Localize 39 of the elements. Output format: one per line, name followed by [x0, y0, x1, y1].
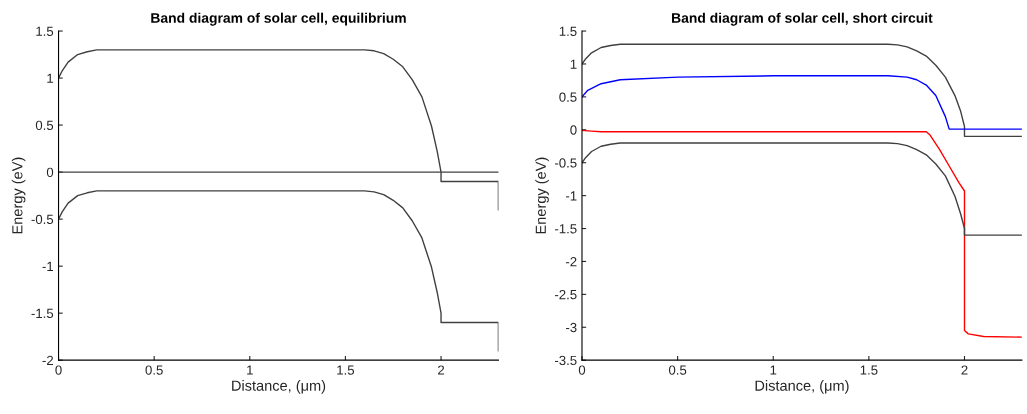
chart-title: Band diagram of solar cell, equilibrium [151, 12, 406, 26]
y-tick-label: 0.5 [559, 92, 577, 102]
y-tick-label: -3 [565, 322, 577, 333]
y-tick-label: 0 [570, 125, 577, 135]
y-tick-label: 0.5 [35, 120, 54, 130]
y-tick-label: 0 [46, 167, 54, 178]
x-tick-label: 0.5 [145, 365, 163, 375]
x-tick-label: 2 [961, 365, 968, 375]
line-series [581, 129, 1022, 338]
y-tick-label: 1.5 [36, 26, 54, 36]
x-tick-label: 2 [438, 365, 445, 375]
line-series [581, 43, 1022, 138]
x-tick-label: 1 [770, 365, 777, 375]
x-tick-label: 1.5 [337, 365, 355, 375]
y-axis-title: Energy (eV) [11, 157, 26, 234]
y-tick-label: -3.5 [554, 355, 577, 366]
line-series [581, 142, 1022, 236]
x-tick-label: 0 [578, 365, 586, 375]
y-tick-label: -1.5 [31, 308, 54, 319]
y-tick-label: -1.5 [554, 224, 577, 234]
y-tick-label: -1 [42, 261, 54, 271]
y-tick-label: -0.5 [554, 158, 577, 168]
y-tick-label: -1 [565, 191, 577, 201]
y-tick-label: -2.5 [554, 289, 577, 300]
y-tick-label: -0.5 [31, 214, 54, 225]
x-axis-title: Distance, (μm) [232, 380, 326, 394]
x-axis-title: Distance, (μm) [755, 380, 849, 394]
y-tick-label: -2 [42, 355, 54, 365]
chart-title: Band diagram of solar cell, short circuit [672, 12, 933, 26]
y-tick-label: 1 [570, 59, 577, 69]
x-tick-label: 1 [247, 365, 253, 375]
y-tick-label: -2 [565, 257, 577, 267]
y-axis-title: Energy (eV) [535, 157, 549, 234]
x-tick-label: 0.5 [668, 365, 687, 375]
x-tick-label: 0 [55, 365, 62, 375]
x-tick-label: 1.5 [860, 365, 878, 375]
y-tick-label: 1 [47, 73, 54, 83]
y-tick-label: 1.5 [559, 26, 577, 36]
line-series [581, 75, 1022, 130]
